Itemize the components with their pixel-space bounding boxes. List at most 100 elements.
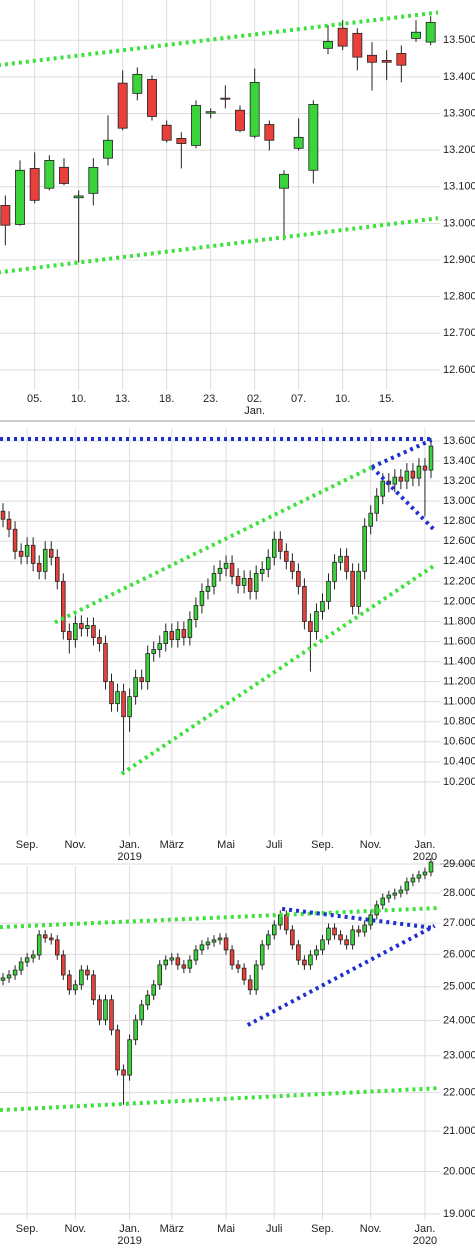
candle-body bbox=[265, 556, 271, 570]
candle-body bbox=[169, 631, 175, 640]
candle-body bbox=[398, 889, 404, 894]
candle-body bbox=[320, 939, 325, 951]
y-tick-label: 13.100 bbox=[443, 181, 475, 193]
y-tick-label: 13.000 bbox=[443, 217, 475, 229]
candle-body bbox=[241, 577, 247, 586]
candle-body bbox=[73, 984, 78, 991]
candle-body bbox=[6, 518, 12, 530]
candle-body bbox=[428, 861, 434, 873]
candle-body bbox=[176, 138, 187, 144]
candle-body bbox=[362, 924, 367, 933]
y-tick-label: 13.200 bbox=[443, 144, 475, 156]
candle-body bbox=[290, 929, 295, 946]
candle-body bbox=[314, 611, 319, 632]
y-tick-label: 12.400 bbox=[443, 555, 475, 567]
candle-body bbox=[284, 550, 289, 562]
y-tick-label: 12.600 bbox=[443, 535, 475, 547]
candle-body bbox=[332, 561, 337, 582]
candle-body bbox=[103, 999, 108, 1021]
candle-body bbox=[54, 939, 60, 956]
candle-body bbox=[161, 124, 172, 141]
candle-body bbox=[79, 969, 84, 986]
y-tick-label: 10.400 bbox=[443, 756, 475, 768]
y-tick-label: 12.000 bbox=[443, 595, 475, 607]
candle-body bbox=[422, 871, 428, 876]
trendlines bbox=[0, 437, 437, 776]
candle-body bbox=[0, 510, 6, 520]
candle-body bbox=[247, 577, 253, 592]
candle-body bbox=[121, 1069, 126, 1076]
candle-body bbox=[350, 570, 355, 607]
candle-body bbox=[175, 629, 181, 640]
candle-body bbox=[217, 567, 223, 574]
candle-body bbox=[229, 562, 235, 577]
y-tick-label: 21.000 bbox=[443, 1125, 475, 1137]
candle-body bbox=[396, 53, 407, 66]
candle-body bbox=[392, 892, 398, 896]
candle-body bbox=[356, 929, 361, 933]
candle-body bbox=[109, 999, 114, 1031]
x-tick-sublabel: Jan. bbox=[244, 405, 265, 417]
candle-body bbox=[338, 934, 343, 941]
candle-body bbox=[18, 961, 24, 971]
candle-body bbox=[199, 591, 205, 606]
candle-body bbox=[193, 605, 199, 620]
candle-body bbox=[85, 625, 90, 629]
candle-body bbox=[205, 111, 216, 114]
trendline bbox=[281, 906, 435, 931]
x-tick-label: 10. bbox=[335, 393, 350, 405]
x-tick-label: 13. bbox=[115, 393, 130, 405]
candle-body bbox=[139, 677, 144, 683]
candle-body bbox=[279, 173, 289, 189]
candle-body bbox=[362, 525, 367, 572]
x-tick-label: 02. bbox=[247, 393, 262, 405]
candle-body bbox=[411, 31, 421, 39]
candle-body bbox=[67, 974, 72, 991]
candle-body bbox=[381, 60, 392, 63]
candle-body bbox=[205, 941, 211, 946]
y-tick-label: 11.800 bbox=[443, 615, 475, 627]
candle-body bbox=[181, 964, 187, 969]
candle-body bbox=[211, 572, 217, 587]
y-tick-label: 12.700 bbox=[443, 327, 475, 339]
candle-body bbox=[61, 580, 66, 632]
candle-body bbox=[24, 544, 30, 557]
x-tick-sublabel: 2020 bbox=[413, 1235, 437, 1247]
y-tick-label: 23.000 bbox=[443, 1050, 475, 1062]
candle-body bbox=[199, 944, 205, 951]
candle-body bbox=[422, 465, 428, 471]
candle-body bbox=[163, 959, 169, 966]
trendlines bbox=[0, 905, 440, 1113]
candle-body bbox=[241, 967, 247, 981]
x-tick-label: 10. bbox=[71, 393, 86, 405]
candle-body bbox=[223, 937, 229, 951]
candle-body bbox=[344, 939, 349, 946]
candle-body bbox=[259, 568, 265, 574]
candle-body bbox=[293, 136, 304, 149]
y-tick-label: 25.000 bbox=[443, 981, 475, 993]
candle-body bbox=[253, 964, 259, 991]
y-tick-label: 13.400 bbox=[443, 455, 475, 467]
candle-body bbox=[323, 40, 333, 49]
chart-panel: 13.600 13.400 13.200 13.000 12.800 12.600 12.4… bbox=[0, 428, 475, 863]
candle-body bbox=[54, 556, 60, 582]
candle-body bbox=[163, 631, 169, 644]
x-tick-label: März bbox=[160, 1223, 184, 1235]
candle-body bbox=[139, 1004, 144, 1021]
candle-body bbox=[29, 168, 40, 201]
candle-body bbox=[0, 977, 6, 981]
x-tick-label: Nov. bbox=[360, 1223, 382, 1235]
x-tick-label: 07. bbox=[291, 393, 306, 405]
candle-body bbox=[308, 103, 319, 171]
y-tick-label: 11.200 bbox=[443, 676, 475, 688]
candle-body bbox=[380, 897, 386, 906]
x-tick-sublabel: 2019 bbox=[117, 1235, 141, 1247]
candle-body bbox=[97, 999, 102, 1021]
x-tick-label: Sep. bbox=[311, 1223, 334, 1235]
candle-body bbox=[181, 629, 187, 638]
y-tick-label: 13.300 bbox=[443, 107, 475, 119]
x-tick-label: März bbox=[160, 839, 184, 851]
candle-body bbox=[428, 445, 434, 471]
candle-body bbox=[88, 166, 99, 194]
